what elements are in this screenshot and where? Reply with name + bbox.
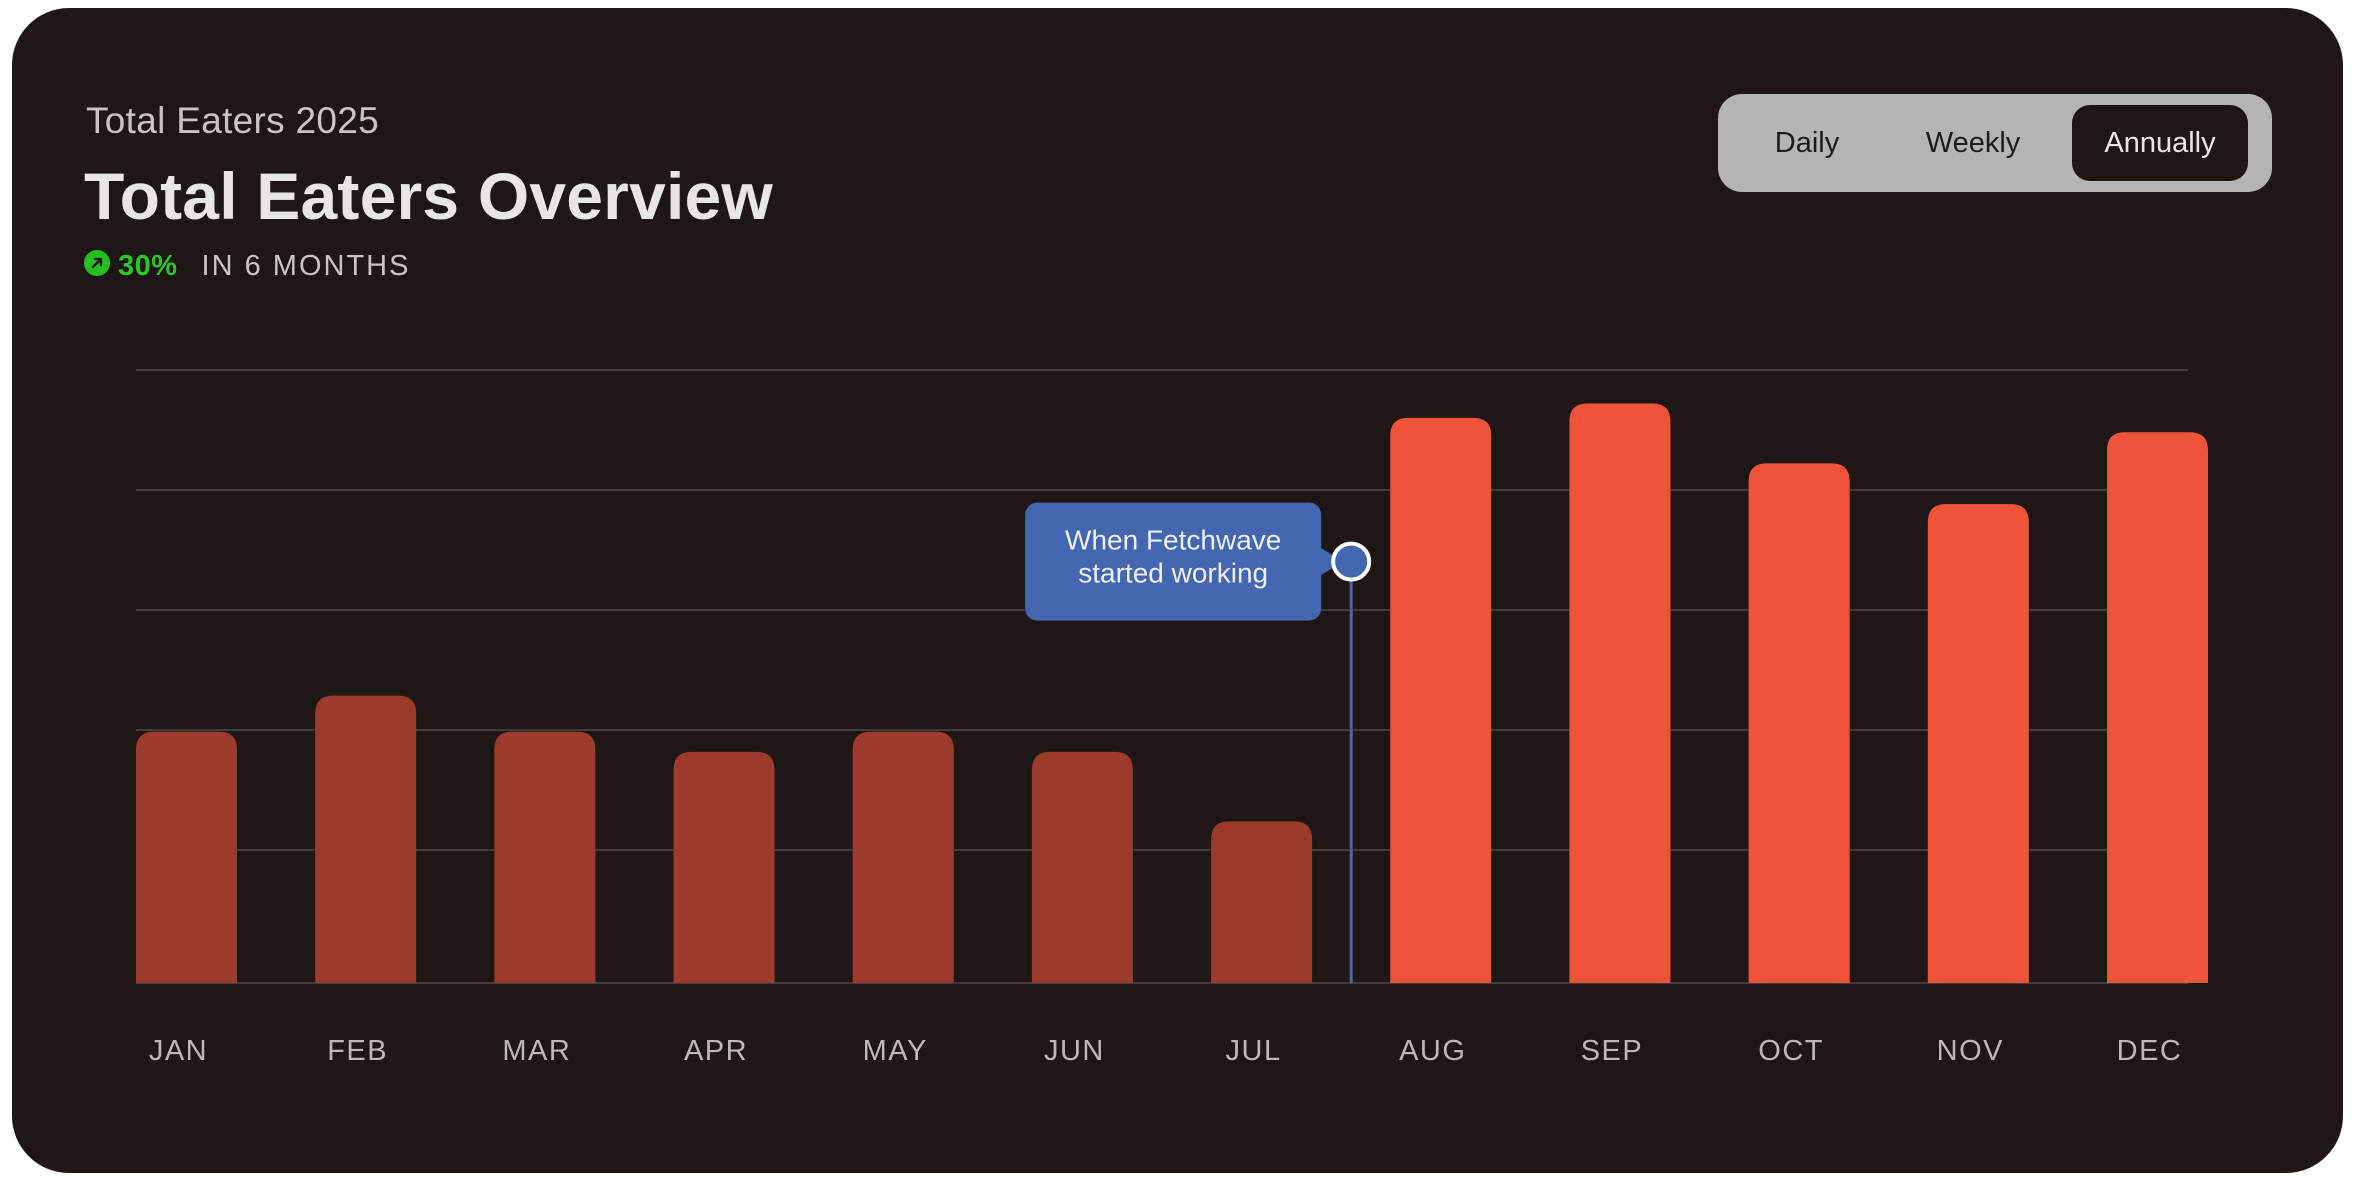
bar-dec[interactable] — [2107, 432, 2208, 983]
bar-jun[interactable] — [1031, 751, 1133, 983]
bar-jul[interactable] — [1211, 821, 1313, 983]
x-tick-label: JUL — [1226, 1035, 1282, 1067]
x-tick-label: MAY — [863, 1035, 928, 1067]
x-tick-label: AUG — [1399, 1035, 1466, 1067]
chart-card: Total Eaters 2025 Total Eaters Overview … — [12, 8, 2343, 1173]
x-tick-label: DEC — [2117, 1035, 2183, 1067]
growth-value: 30% — [118, 249, 178, 282]
growth-label: IN 6 MONTHS — [201, 249, 411, 282]
bar-mar[interactable] — [494, 731, 596, 983]
x-tick-label: NOV — [1937, 1035, 2004, 1067]
bar-aug[interactable] — [1390, 417, 1492, 983]
bar-jan[interactable] — [136, 731, 237, 983]
bar-chart: JAN FEB MAR APR MAY JUN JUL AUG SEP OCT NOV DEC When… — [136, 369, 2208, 1067]
period-option-weekly[interactable]: Weekly — [1925, 126, 2021, 159]
annotation-text-line2: started working — [1078, 558, 1268, 589]
x-tick-label: MAR — [502, 1035, 571, 1067]
x-tick-label: SEP — [1581, 1035, 1644, 1067]
growth-indicator: 30% IN 6 MONTHS — [84, 246, 410, 286]
annotation-text-line1: When Fetchwave — [1065, 525, 1281, 556]
x-tick-label: JUN — [1044, 1035, 1105, 1067]
chart-subtitle: Total Eaters 2025 — [86, 100, 380, 141]
annotation-callout — [1025, 502, 1322, 621]
x-tick-label: FEB — [327, 1035, 388, 1067]
x-tick-label: JAN — [149, 1035, 208, 1067]
x-tick-label: APR — [684, 1035, 748, 1067]
bar-feb[interactable] — [315, 695, 417, 983]
chart-title: Total Eaters Overview — [84, 159, 773, 233]
annotation-point[interactable] — [1331, 541, 1372, 582]
period-toggle: Daily Weekly Annually — [1718, 94, 2272, 192]
period-option-annually[interactable]: Annually — [2072, 105, 2248, 181]
arrow-up-right-icon — [84, 250, 110, 276]
bar-oct[interactable] — [1748, 463, 1850, 983]
bar-apr[interactable] — [673, 751, 775, 983]
bar-nov[interactable] — [1927, 504, 2029, 983]
bar-sep[interactable] — [1569, 403, 1671, 983]
bar-may[interactable] — [852, 731, 954, 983]
x-tick-label: OCT — [1758, 1035, 1824, 1067]
period-option-daily[interactable]: Daily — [1774, 126, 1840, 159]
